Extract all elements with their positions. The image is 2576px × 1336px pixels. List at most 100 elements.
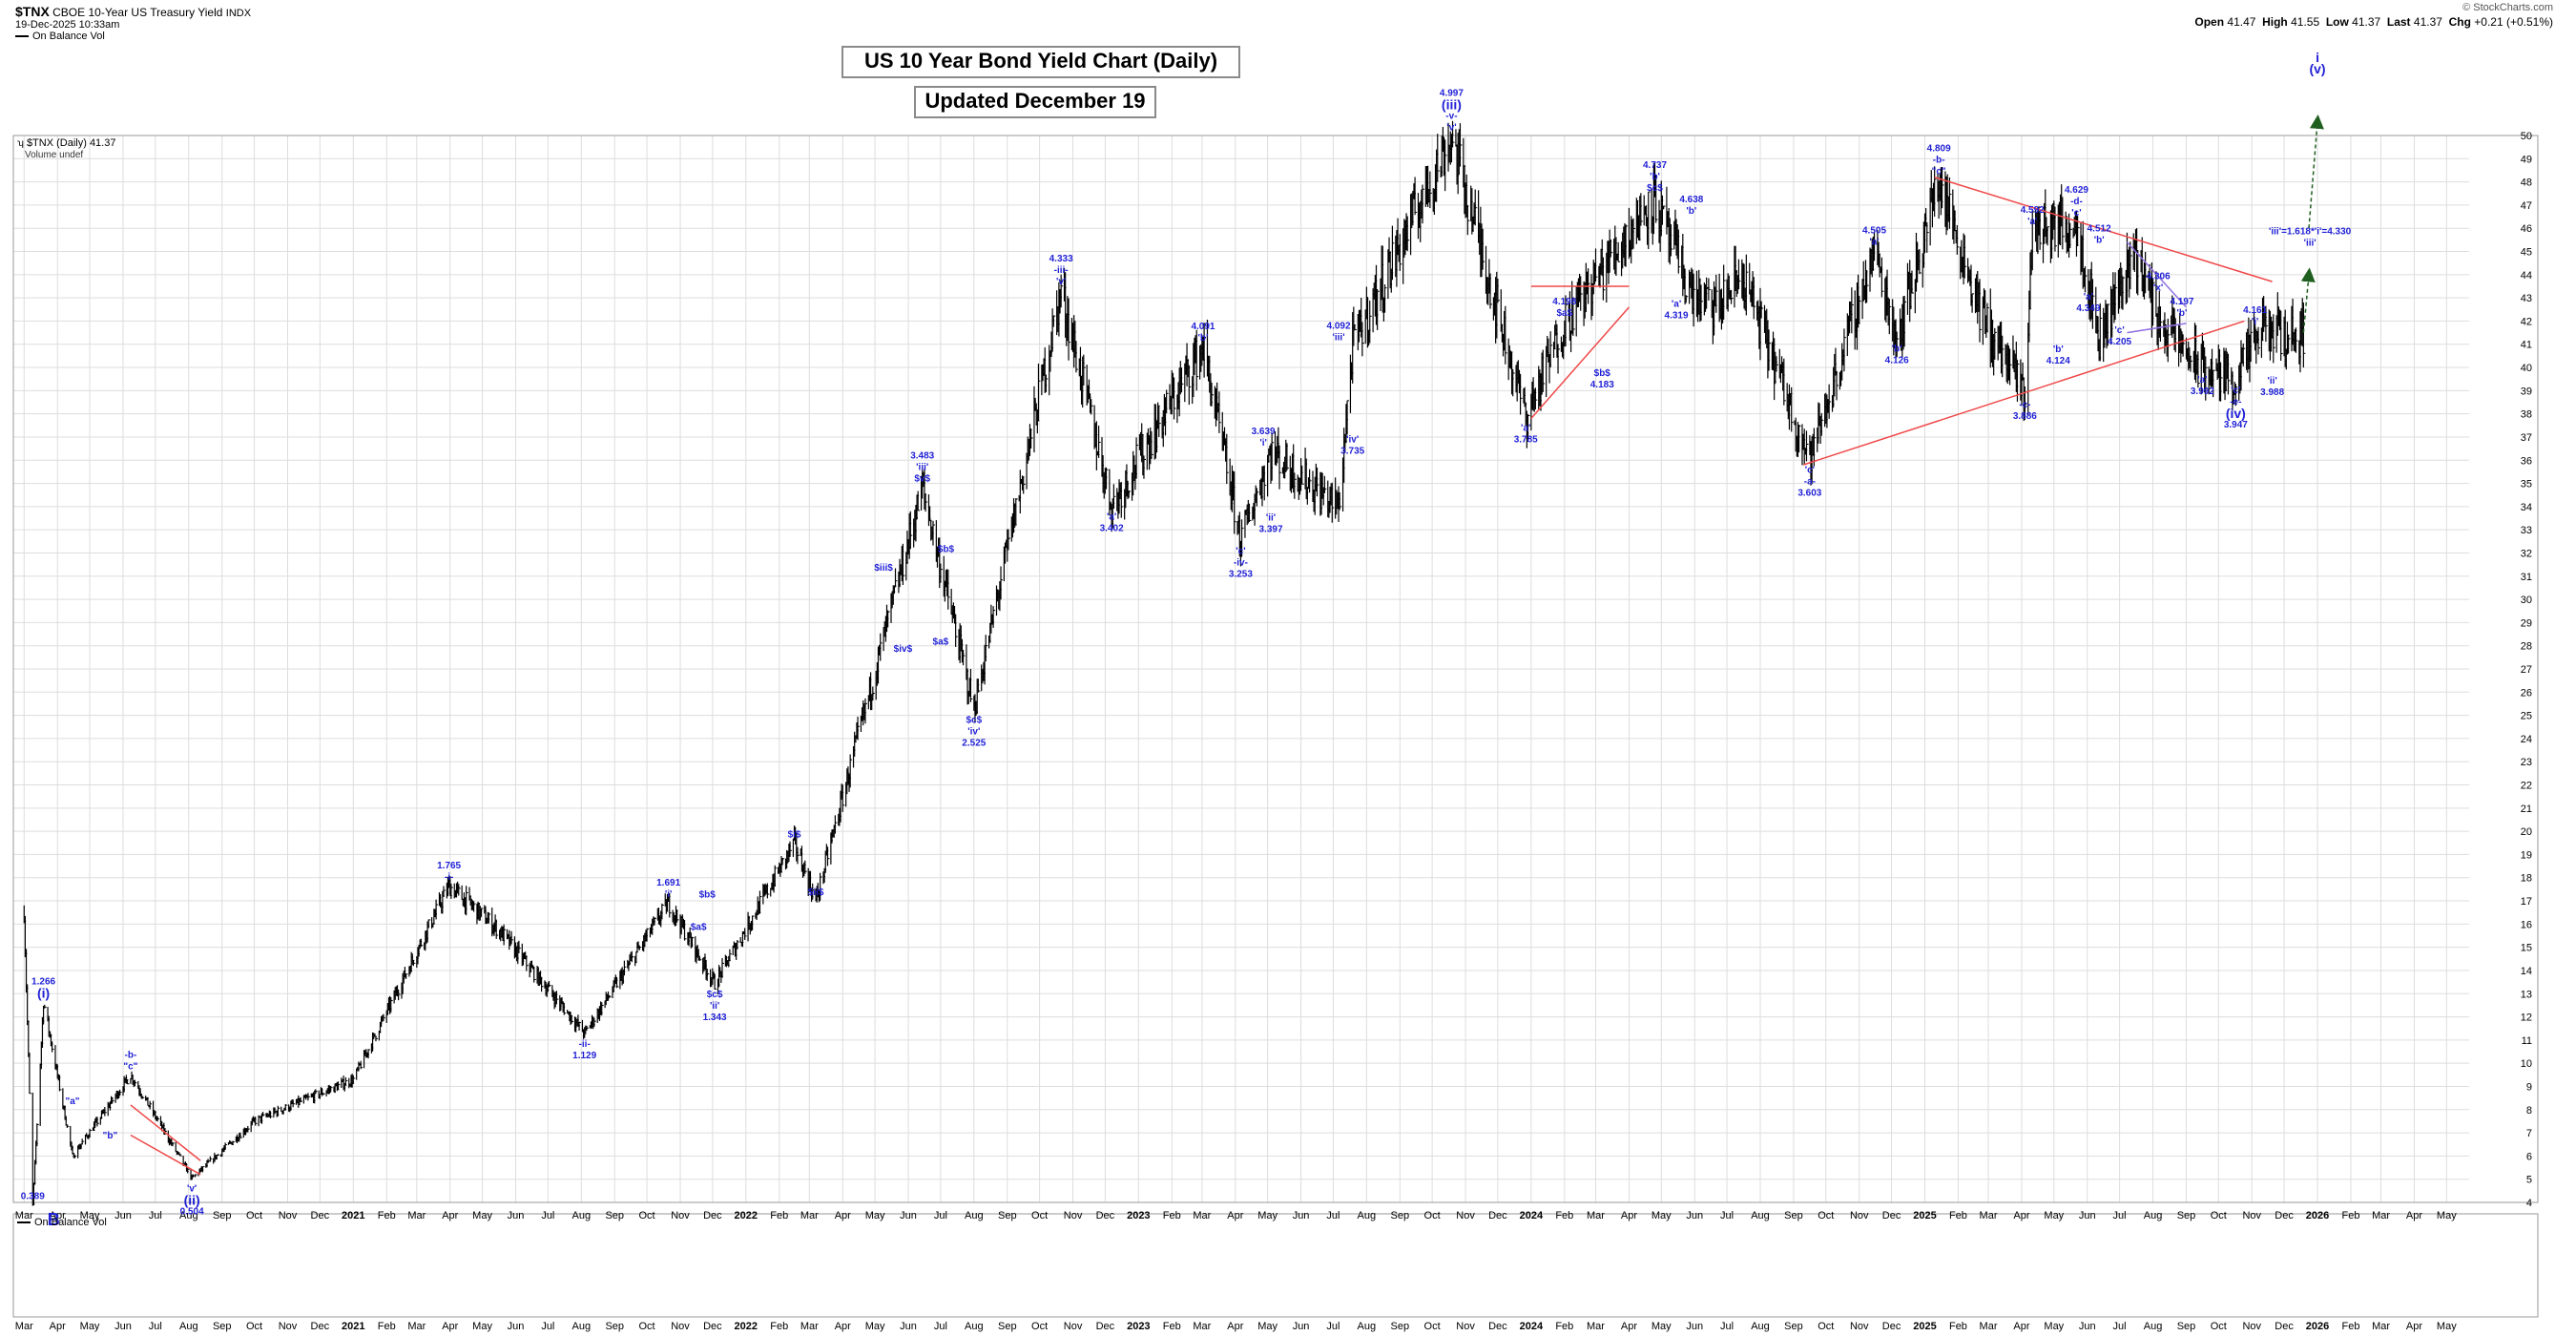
x-tick-label: Aug — [2144, 1210, 2163, 1221]
y-tick-label: 25 — [2521, 711, 2532, 722]
x-tick-label: 2024 — [1520, 1210, 1544, 1221]
wave-label: 'b' — [1650, 172, 1660, 182]
y-tick-label: 47 — [2521, 200, 2532, 212]
x-tick-label-bottom: Oct — [639, 1321, 655, 1332]
x-tick-label: Nov — [279, 1210, 298, 1221]
x-tick-label-bottom: Nov — [279, 1321, 298, 1332]
y-tick-label: 16 — [2521, 919, 2532, 930]
price-legend-icon: ʮ — [17, 138, 24, 149]
x-tick-label-bottom: Sep — [1391, 1321, 1410, 1332]
x-tick-label-bottom: Dec — [311, 1321, 330, 1332]
high-value: 41.55 — [2291, 15, 2320, 29]
y-tick-label: 33 — [2521, 525, 2532, 536]
wave-label: $iv$ — [894, 644, 913, 655]
x-tick-label: Sep — [1391, 1210, 1410, 1221]
wave-label: 4.198 — [1552, 297, 1576, 307]
wave-label: 4.319 — [1665, 311, 1689, 322]
x-tick-label: Feb — [1555, 1210, 1573, 1221]
x-tick-label: Oct — [246, 1210, 262, 1221]
x-tick-label: Jul — [1326, 1210, 1340, 1221]
x-tick-label: Dec — [311, 1210, 330, 1221]
wave-label: 4.512 — [2088, 224, 2111, 235]
wave-label: 'i' — [2252, 317, 2259, 327]
x-tick-label: May — [865, 1210, 885, 1221]
timestamp: 19-Dec-2025 10:33am — [15, 19, 120, 31]
x-tick-label-bottom: Feb — [1555, 1321, 1573, 1332]
x-tick-label: Nov — [2242, 1210, 2261, 1221]
y-tick-label: 13 — [2521, 989, 2532, 1000]
x-tick-label: Feb — [2341, 1210, 2359, 1221]
x-tick-label-bottom: 2025 — [1913, 1321, 1936, 1332]
open-label: Open — [2194, 15, 2225, 29]
y-tick-label: 38 — [2521, 409, 2532, 421]
x-tick-label: 2023 — [1127, 1210, 1150, 1221]
last-value: 41.37 — [2413, 15, 2442, 29]
y-tick-label: 12 — [2521, 1012, 2532, 1024]
wave-label: 2.525 — [962, 739, 986, 749]
wave-label: 'v' — [187, 1184, 197, 1195]
wave-label: $a$ — [691, 923, 707, 933]
x-tick-label-bottom: Apr — [442, 1321, 458, 1332]
wave-label: $b$ — [1594, 368, 1611, 379]
wave-label: 3.785 — [1514, 434, 1538, 445]
x-tick-label: Sep — [1784, 1210, 1803, 1221]
wave-label: 3.735 — [1340, 446, 1364, 456]
wave-label: 'i' — [1259, 438, 1267, 449]
x-tick-label: Feb — [770, 1210, 788, 1221]
y-tick-label: 4 — [2526, 1198, 2532, 1209]
wave-label: 'ii' — [710, 1001, 719, 1012]
wave-label: $b$ — [938, 544, 955, 554]
y-tick-label: 22 — [2521, 781, 2532, 792]
wave-label: 'i' — [665, 889, 673, 900]
last-label: Last — [2386, 15, 2411, 29]
x-tick-label: Mar — [1980, 1210, 1998, 1221]
wave-label: 4.183 — [1590, 380, 1614, 390]
y-tick-label: 36 — [2521, 455, 2532, 467]
y-tick-label: 21 — [2521, 804, 2532, 815]
wave-label: "c" — [123, 1061, 137, 1072]
wave-label: (iii) — [1442, 97, 1462, 113]
x-tick-label: Dec — [1488, 1210, 1507, 1221]
y-tick-label: 18 — [2521, 873, 2532, 885]
x-tick-label: Dec — [2275, 1210, 2294, 1221]
y-tick-label: 41 — [2521, 340, 2532, 351]
symbol-name: CBOE 10-Year US Treasury Yield — [52, 6, 223, 19]
x-tick-label-bottom: Aug — [1751, 1321, 1770, 1332]
wave-label: 3.886 — [2013, 411, 2037, 422]
x-tick-label: Apr — [2406, 1210, 2422, 1221]
grid — [13, 135, 2469, 1203]
wave-label: 'a' — [2084, 292, 2093, 303]
y-tick-label: 40 — [2521, 363, 2532, 374]
x-tick-label: Apr — [50, 1210, 66, 1221]
wave-label: 'b' — [1892, 344, 1902, 354]
y-tick-label: 37 — [2521, 432, 2532, 444]
x-tick-label: Aug — [179, 1210, 198, 1221]
x-tick-label-bottom: Nov — [1064, 1321, 1083, 1332]
wave-label: -iv- — [1234, 558, 1248, 569]
y-tick-label: 8 — [2526, 1105, 2532, 1117]
x-tick-label-bottom: Nov — [1456, 1321, 1475, 1332]
y-tick-label: 20 — [2521, 826, 2532, 838]
trendline — [130, 1104, 201, 1161]
wave-label: 'ii' — [1266, 513, 1276, 524]
wave-label: 'b' — [2053, 344, 2064, 355]
y-tick-label: 30 — [2521, 595, 2532, 606]
watermark: © StockCharts.com — [2462, 2, 2553, 13]
wave-label: -v- — [1445, 112, 1457, 122]
trendlines — [130, 177, 2273, 1176]
wave-label: 'b' — [2094, 236, 2105, 246]
x-tick-label: May — [1652, 1210, 1672, 1221]
x-tick-label: Jul — [934, 1210, 947, 1221]
x-tick-label-bottom: Dec — [1882, 1321, 1901, 1332]
x-axis: Mar Apr May Jun Jul Aug Sep Oct Nov Dec 2021 Feb Mar… — [15, 1210, 2457, 1221]
wave-label: $c$ — [966, 716, 982, 726]
x-tick-label-bottom: Jun — [1686, 1321, 1703, 1332]
x-tick-label-bottom: Jun — [900, 1321, 917, 1332]
x-tick-label: Aug — [1751, 1210, 1770, 1221]
x-tick-label-bottom: Nov — [671, 1321, 690, 1332]
x-tick-label-bottom: Aug — [572, 1321, 592, 1332]
obv-legend-line-icon — [17, 1221, 31, 1224]
x-tick-label: Mar — [800, 1210, 819, 1221]
x-tick-label-bottom: Apr — [1621, 1321, 1637, 1332]
